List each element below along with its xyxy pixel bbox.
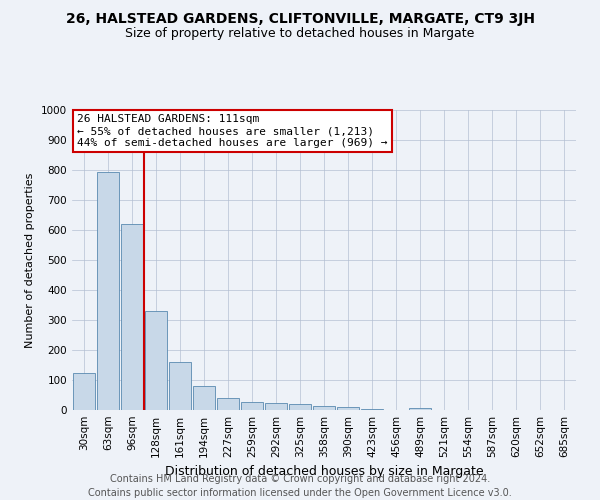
Bar bbox=[217, 398, 239, 410]
Bar bbox=[265, 402, 287, 410]
Bar bbox=[409, 408, 431, 410]
Bar bbox=[169, 362, 191, 410]
X-axis label: Distribution of detached houses by size in Margate: Distribution of detached houses by size … bbox=[164, 466, 484, 478]
Bar bbox=[241, 402, 263, 410]
Text: Contains HM Land Registry data © Crown copyright and database right 2024.
Contai: Contains HM Land Registry data © Crown c… bbox=[88, 474, 512, 498]
Bar bbox=[145, 311, 167, 410]
Bar bbox=[289, 404, 311, 410]
Bar bbox=[193, 386, 215, 410]
Bar bbox=[337, 407, 359, 410]
Bar bbox=[97, 172, 119, 410]
Bar bbox=[121, 224, 143, 410]
Bar bbox=[361, 408, 383, 410]
Bar bbox=[313, 406, 335, 410]
Text: 26 HALSTEAD GARDENS: 111sqm
← 55% of detached houses are smaller (1,213)
44% of : 26 HALSTEAD GARDENS: 111sqm ← 55% of det… bbox=[77, 114, 388, 148]
Bar bbox=[73, 372, 95, 410]
Text: 26, HALSTEAD GARDENS, CLIFTONVILLE, MARGATE, CT9 3JH: 26, HALSTEAD GARDENS, CLIFTONVILLE, MARG… bbox=[65, 12, 535, 26]
Text: Size of property relative to detached houses in Margate: Size of property relative to detached ho… bbox=[125, 28, 475, 40]
Y-axis label: Number of detached properties: Number of detached properties bbox=[25, 172, 35, 348]
